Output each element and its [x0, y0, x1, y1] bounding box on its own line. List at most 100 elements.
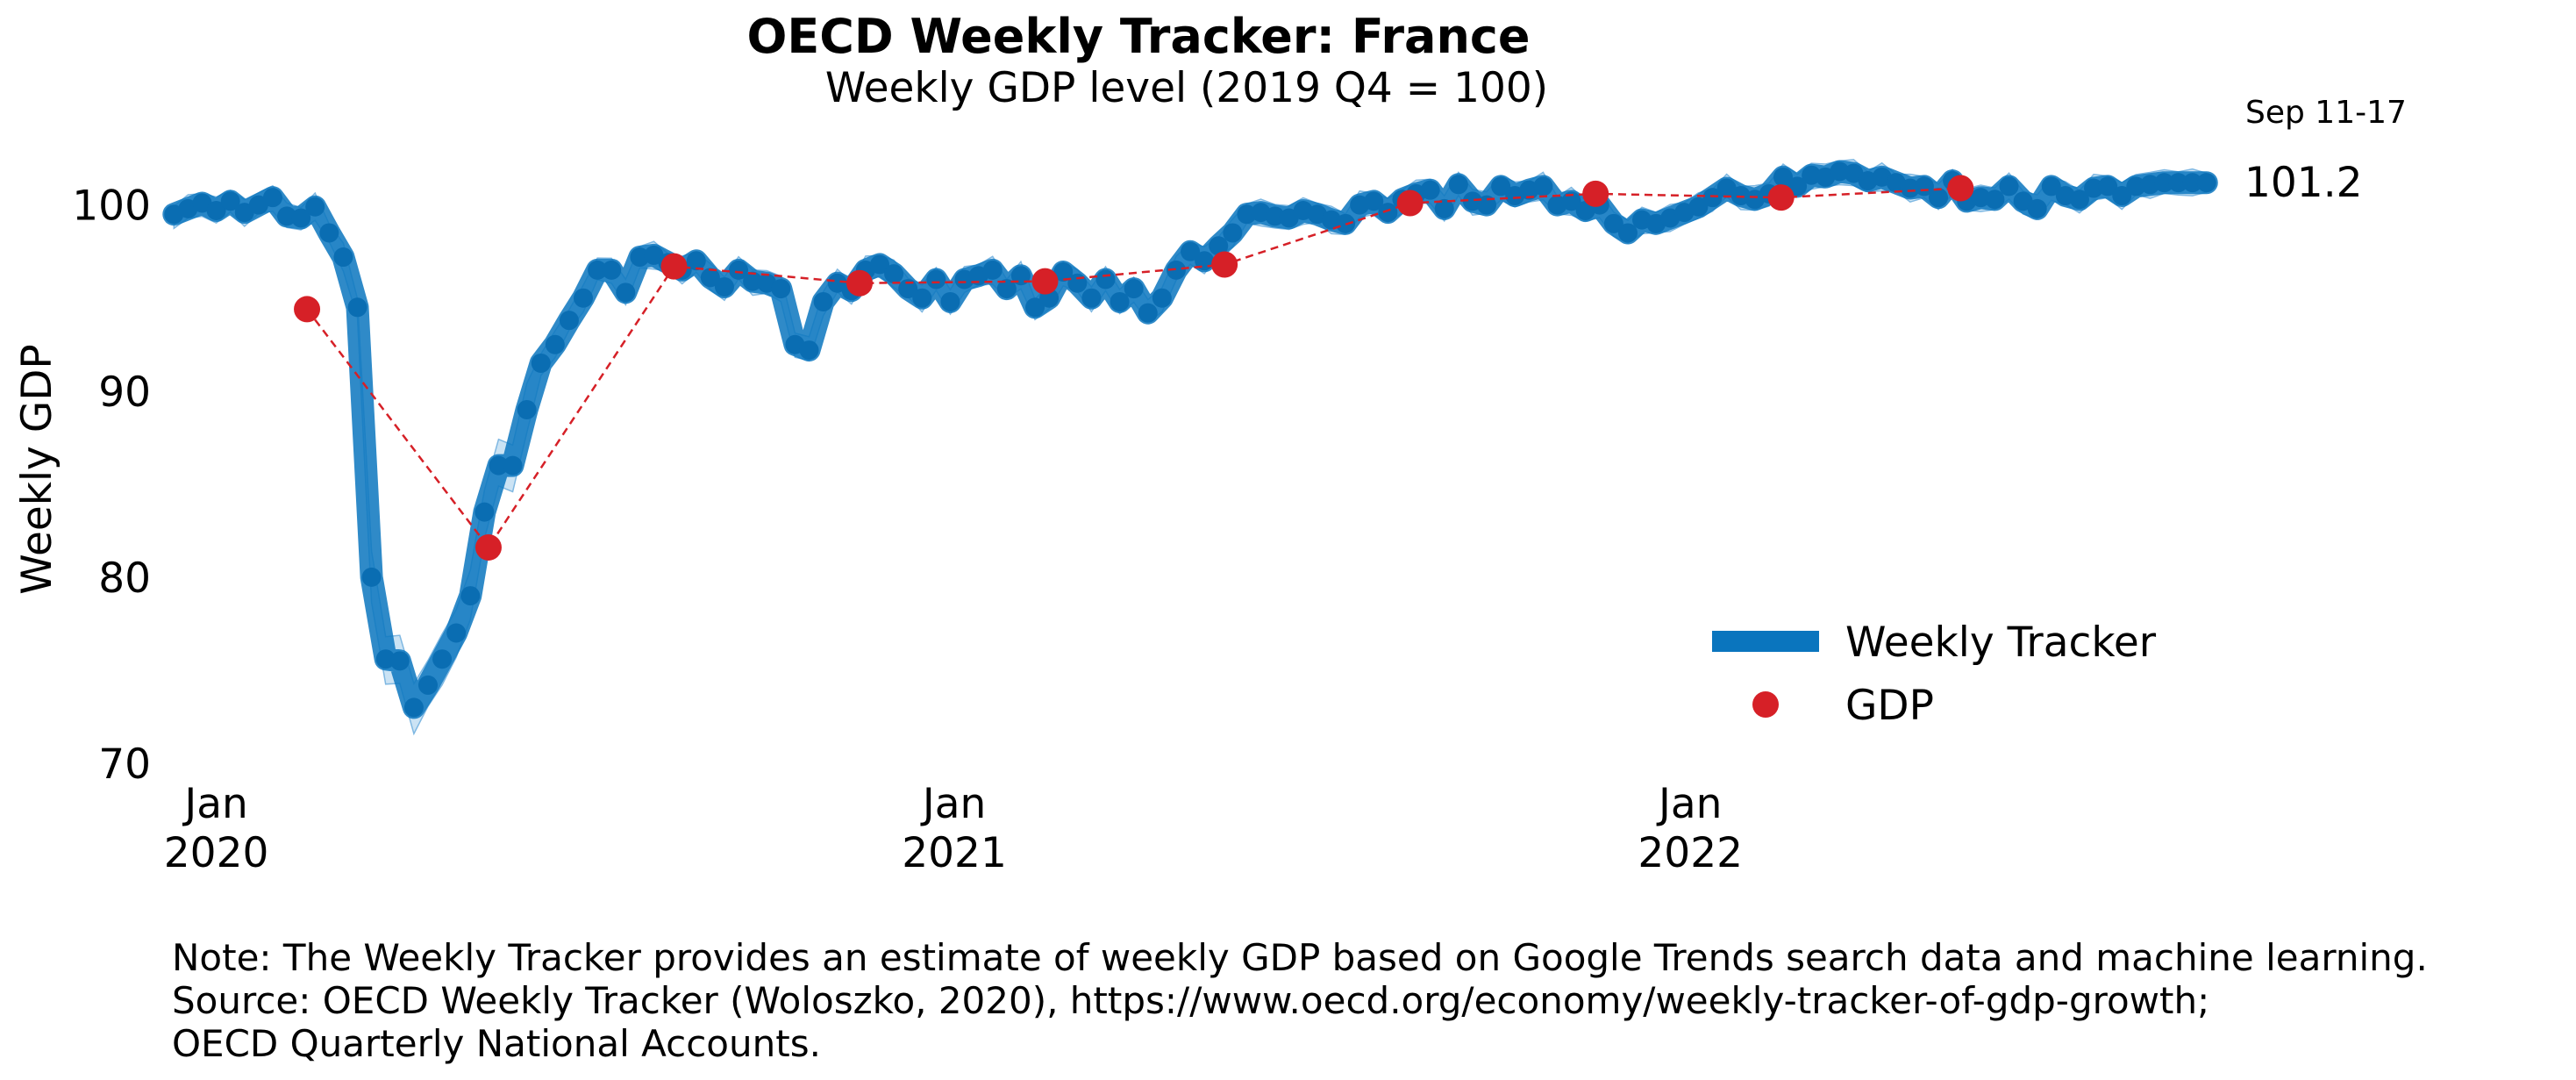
weekly-tracker-point — [616, 283, 636, 303]
weekly-tracker-point — [361, 567, 382, 587]
gdp-point — [1396, 190, 1424, 217]
weekly-tracker-point — [417, 675, 438, 695]
weekly-tracker-point — [234, 203, 254, 223]
weekly-tracker-point — [912, 288, 932, 308]
weekly-tracker-point — [1152, 288, 1172, 308]
weekly-tracker-point — [714, 276, 734, 297]
gdp-point — [1211, 251, 1238, 278]
weekly-tracker-point — [2027, 198, 2047, 218]
weekly-tracker-point — [982, 260, 1003, 280]
note-line-3: OECD Quarterly National Accounts. — [172, 1022, 821, 1065]
y-tick-label: 70 — [98, 740, 151, 789]
note-line-1: Note: The Weekly Tracker provides an est… — [172, 936, 2428, 979]
weekly-tracker-point — [1364, 191, 1384, 211]
chart-subtitle: Weekly GDP level (2019 Q4 = 100) — [825, 64, 1548, 112]
weekly-tracker-point — [1533, 176, 1553, 197]
weekly-tracker-point — [1603, 213, 1623, 233]
weekly-tracker-point — [2041, 176, 2061, 197]
weekly-tracker-point — [1561, 191, 1581, 211]
gdp-point — [1582, 180, 1609, 207]
weekly-tracker-point — [1971, 188, 1991, 208]
weekly-tracker-point — [813, 291, 833, 311]
weekly-tracker-point — [2168, 173, 2188, 193]
legend-gdp-marker — [1752, 691, 1779, 718]
legend-gdp-label: GDP — [1845, 682, 1934, 730]
weekly-tracker-point — [1929, 188, 1949, 208]
gdp-layer — [294, 175, 1974, 561]
gdp-point — [294, 296, 321, 323]
x-tick-label-month: Jan — [1656, 780, 1722, 828]
weekly-tracker-point — [489, 455, 509, 476]
weekly-tracker-point — [1491, 176, 1511, 197]
weekly-tracker-point — [1420, 180, 1440, 200]
weekly-tracker-point — [403, 697, 424, 718]
weekly-tracker-point — [1900, 178, 1920, 198]
weekly-tracker-point — [1434, 198, 1454, 218]
weekly-tracker-point — [319, 223, 339, 243]
weekly-tracker-point — [1237, 204, 1257, 225]
legend-tracker-swatch — [1712, 631, 1819, 652]
weekly-tracker-point — [799, 340, 819, 361]
weekly-tracker-point — [686, 251, 706, 271]
weekly-tracker-point — [1110, 291, 1130, 311]
gdp-connector-line — [306, 187, 1961, 550]
weekly-tracker-point — [884, 264, 904, 284]
x-tick-label-month: Jan — [920, 780, 986, 828]
weekly-tracker-point — [1025, 297, 1045, 318]
weekly-tracker-point — [743, 271, 763, 291]
weekly-tracker-point — [2084, 178, 2104, 198]
weekly-tracker-point — [996, 279, 1017, 299]
chart-title: OECD Weekly Tracker: France — [746, 9, 1530, 64]
weekly-tracker-point — [1223, 223, 1243, 243]
weekly-tracker-point — [1124, 279, 1144, 299]
note-line-2: Source: OECD Weekly Tracker (Woloszko, 2… — [172, 979, 2209, 1022]
weekly-tracker-point — [1999, 176, 2019, 197]
latest-period-label: Sep 11-17 — [2245, 95, 2407, 131]
weekly-tracker-point — [333, 247, 353, 268]
weekly-tracker-point — [192, 193, 212, 213]
x-tick-label-year: 2021 — [902, 829, 1007, 877]
weekly-tracker-point — [248, 195, 268, 215]
legend-tracker-label: Weekly Tracker — [1845, 619, 2157, 667]
x-tick-label-year: 2022 — [1638, 829, 1743, 877]
gdp-point — [1767, 184, 1795, 211]
weekly-tracker-point — [1181, 241, 1201, 261]
weekly-tracker-point — [630, 247, 650, 268]
weekly-tracker-point — [2069, 190, 2089, 210]
weekly-tracker-point — [1830, 161, 1850, 182]
weekly-tracker-point — [644, 245, 664, 265]
weekly-tracker-point — [2196, 173, 2216, 193]
weekly-tracker-point — [926, 269, 946, 290]
weekly-tracker-point — [460, 586, 481, 606]
weekly-tracker-point — [771, 279, 791, 299]
x-tick-label-year: 2020 — [164, 829, 269, 877]
weekly-tracker-point — [531, 353, 551, 373]
weekly-tracker-point — [869, 254, 889, 275]
legend: Weekly Tracker GDP — [1712, 619, 2157, 730]
weekly-tracker-point — [1617, 223, 1638, 243]
weekly-tracker-point — [2140, 175, 2160, 195]
weekly-tracker-point — [1914, 176, 1934, 197]
weekly-tracker-point — [475, 502, 495, 522]
gdp-point — [475, 533, 502, 561]
weekly-tracker-point — [1209, 236, 1229, 256]
weekly-tracker-point — [588, 260, 608, 280]
weekly-tracker-point — [291, 208, 311, 228]
weekly-tracker-point — [1265, 206, 1285, 226]
weekly-tracker-point — [1067, 273, 1088, 293]
y-tick-label: 100 — [72, 182, 151, 231]
weekly-tracker-point — [1985, 190, 2005, 210]
weekly-tracker-point — [729, 260, 749, 280]
weekly-tracker-point — [277, 206, 297, 226]
y-axis-label: Weekly GDP — [13, 344, 61, 595]
weekly-tracker-point — [1279, 208, 1299, 228]
weekly-tracker-point — [2182, 173, 2202, 193]
weekly-tracker-point — [1138, 303, 1158, 323]
weekly-tracker-point — [602, 260, 622, 280]
weekly-tracker-point — [1688, 197, 1709, 217]
weekly-tracker-point — [545, 334, 565, 354]
weekly-tracker-point — [2154, 173, 2174, 193]
weekly-tracker-point — [446, 623, 467, 643]
